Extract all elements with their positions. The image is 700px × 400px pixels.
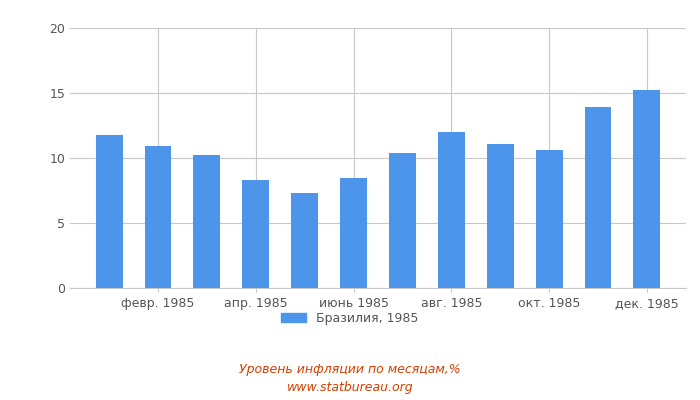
Bar [340, 178, 367, 288]
Bar [389, 153, 416, 288]
Bar [486, 144, 514, 288]
Bar [291, 193, 318, 288]
Bar [438, 132, 465, 288]
Bar [536, 150, 563, 288]
Bar [193, 155, 220, 288]
Legend: Бразилия, 1985: Бразилия, 1985 [276, 307, 424, 330]
Bar [242, 180, 270, 288]
Bar [634, 90, 660, 288]
Bar [96, 134, 122, 288]
Bar [145, 146, 172, 288]
Text: www.statbureau.org: www.statbureau.org [287, 382, 413, 394]
Bar [584, 107, 611, 288]
Text: Уровень инфляции по месяцам,%: Уровень инфляции по месяцам,% [239, 364, 461, 376]
